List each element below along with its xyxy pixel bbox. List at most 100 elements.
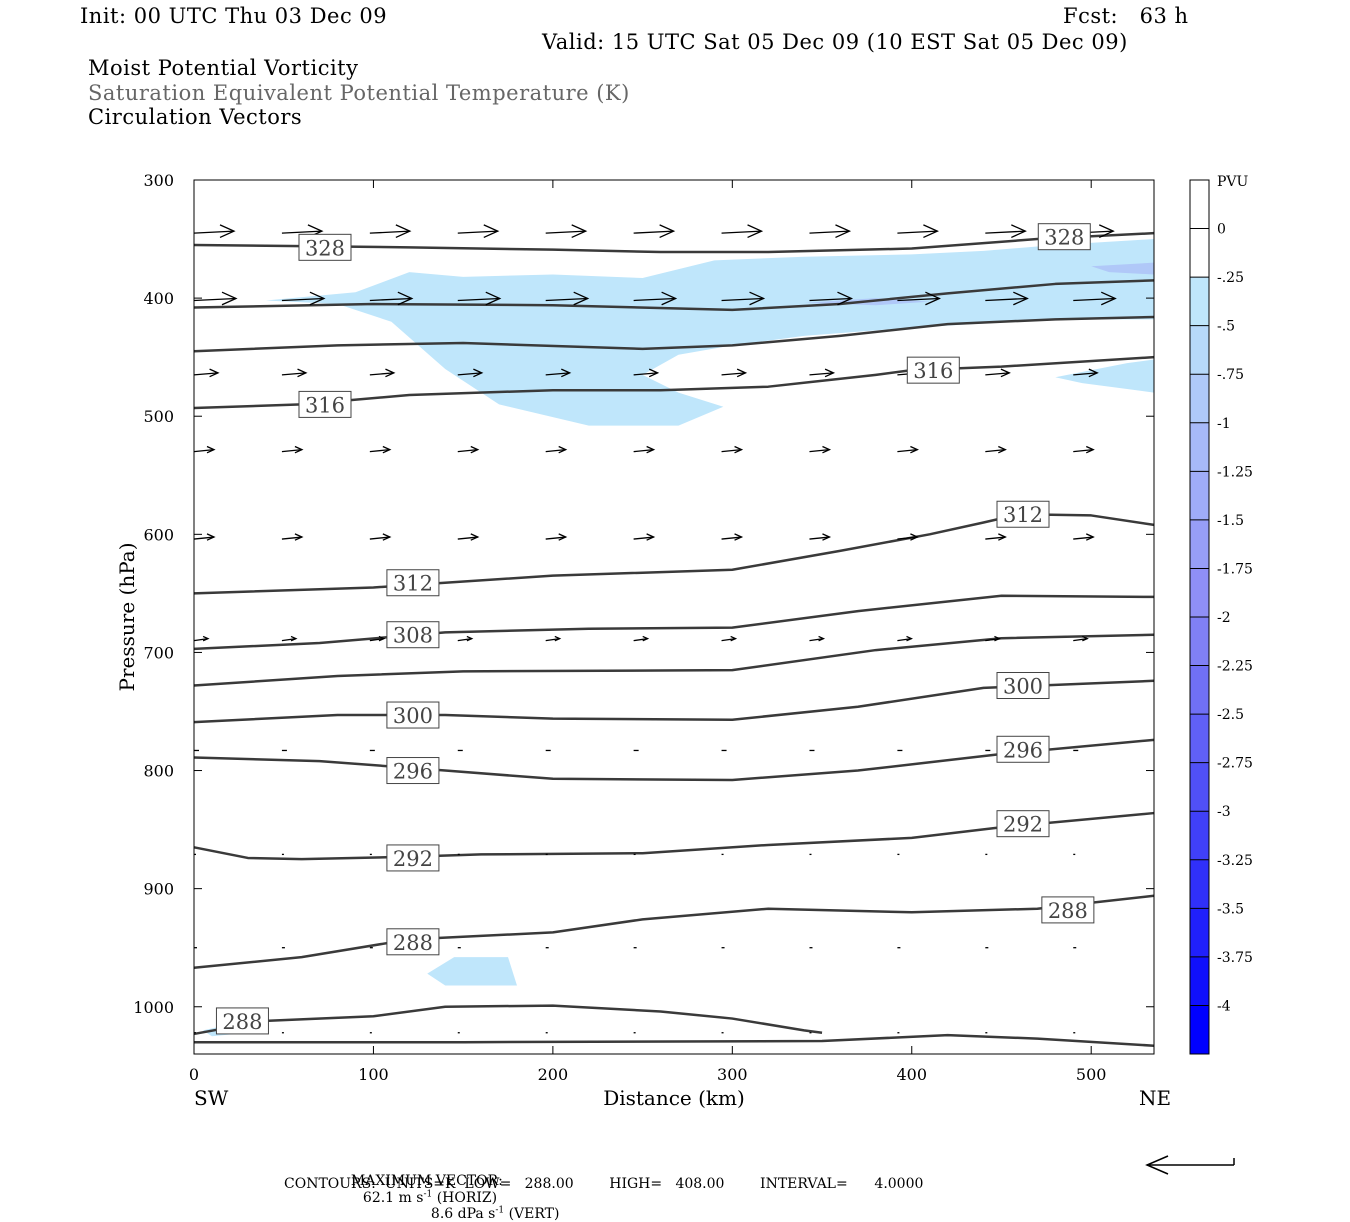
vector bbox=[193, 372, 219, 376]
vector-head bbox=[1085, 533, 1095, 541]
colorbar-tick-label: -3.25 bbox=[1217, 853, 1253, 869]
vector-head bbox=[206, 533, 216, 541]
pv-colorbar: 0 -.25 -.5 -.75 -1 -1.25 -1.5 -1.75 -2 -2.25 -2.5 -… bbox=[1189, 179, 1253, 1055]
vector bbox=[369, 536, 390, 540]
vector-head bbox=[998, 533, 1007, 541]
vector bbox=[985, 637, 1000, 642]
vector bbox=[809, 372, 834, 376]
vector-head bbox=[910, 533, 919, 541]
vector bbox=[545, 372, 570, 376]
colorbar-swatch bbox=[1190, 422, 1209, 472]
pv-region bbox=[265, 239, 1154, 426]
y-tick-label: 500 bbox=[143, 407, 174, 426]
vector bbox=[545, 230, 586, 234]
colorbar-swatch bbox=[1190, 277, 1209, 327]
vector-head bbox=[470, 533, 480, 541]
y-tick-label: 900 bbox=[143, 880, 174, 899]
contour-line-308 bbox=[193, 594, 1155, 651]
contour-label-box bbox=[386, 701, 440, 729]
colorbar-swatch bbox=[1190, 228, 1209, 278]
vector-head bbox=[385, 368, 396, 378]
contour-line-288 bbox=[193, 894, 1155, 970]
colorbar-tick-label: -2.75 bbox=[1217, 756, 1253, 772]
vector bbox=[721, 230, 762, 234]
contour-label: 292 bbox=[1003, 813, 1043, 837]
vector-head bbox=[1088, 368, 1099, 378]
colorbar-swatch bbox=[1190, 568, 1209, 618]
contour-line-324 bbox=[193, 279, 1155, 312]
vector bbox=[897, 297, 940, 302]
contour-line-300 bbox=[193, 679, 1155, 724]
colorbar-tick-label: -.25 bbox=[1217, 270, 1244, 286]
vector-head bbox=[470, 445, 480, 454]
vector-head bbox=[822, 533, 832, 541]
vector bbox=[633, 536, 654, 540]
vector-head bbox=[734, 533, 744, 541]
vector-head bbox=[209, 368, 220, 378]
vector-head bbox=[571, 224, 588, 239]
vector bbox=[369, 230, 410, 234]
vector bbox=[369, 372, 394, 376]
vector-head bbox=[818, 635, 826, 642]
colorbar-swatch bbox=[1190, 665, 1209, 715]
vector-head bbox=[219, 224, 236, 239]
vector-head bbox=[923, 224, 939, 239]
vector bbox=[457, 637, 472, 642]
colorbar-tick-label: -3.5 bbox=[1217, 901, 1244, 917]
colorbar-swatch bbox=[1190, 714, 1209, 764]
contour-labels: 328 328 316 316 312 312 308 300 300 296 296 292 292 2… bbox=[215, 223, 1095, 1035]
vector-head bbox=[382, 533, 392, 541]
vector-head bbox=[558, 445, 568, 454]
contour-line-288 bbox=[194, 1033, 1155, 1047]
y-tick-label: 1000 bbox=[133, 998, 174, 1017]
vector-head bbox=[749, 291, 766, 306]
max-vector-horiz: 62.1 m s-1 (HORIZ) bbox=[362, 1189, 498, 1206]
vector bbox=[633, 637, 648, 642]
contour-label: 312 bbox=[1003, 503, 1043, 527]
colorbar-tick-label: -3.75 bbox=[1217, 950, 1253, 966]
vector bbox=[897, 536, 918, 540]
colorbar-swatch bbox=[1190, 762, 1209, 812]
vector-head bbox=[473, 368, 484, 378]
pv-region bbox=[1091, 262, 1154, 275]
colorbar-tick-label: -.5 bbox=[1217, 319, 1235, 335]
y-tick-label: 300 bbox=[143, 171, 174, 190]
colorbar-swatch bbox=[1190, 908, 1209, 958]
axes: 0 100 200 300 400 500 300 400 500 600 700 800 900 100… bbox=[133, 171, 1154, 1084]
vector-head bbox=[395, 224, 412, 239]
vector bbox=[281, 536, 302, 540]
vector-head bbox=[661, 291, 678, 306]
contour-label: 288 bbox=[1048, 899, 1088, 923]
contour-label-box bbox=[386, 844, 440, 872]
vector bbox=[545, 297, 588, 302]
vector-head bbox=[554, 635, 562, 642]
vector bbox=[809, 637, 824, 642]
y-tick-label: 700 bbox=[143, 643, 174, 662]
pv-region bbox=[1055, 359, 1154, 393]
contour-label-box bbox=[996, 500, 1050, 528]
vector-head bbox=[747, 224, 764, 239]
contour-label-box bbox=[386, 569, 440, 597]
vector bbox=[633, 297, 676, 302]
colorbar-swatch bbox=[1190, 956, 1209, 1006]
vector bbox=[985, 449, 1006, 453]
vector bbox=[721, 372, 746, 376]
colorbar-tick-label: -4 bbox=[1217, 998, 1231, 1014]
contour-label-box bbox=[996, 672, 1050, 700]
contour-label-box bbox=[298, 390, 352, 418]
vector bbox=[985, 297, 1028, 302]
colorbar-tick-label: -2.25 bbox=[1217, 659, 1253, 675]
vector bbox=[369, 297, 412, 302]
contour-label-box bbox=[1037, 223, 1091, 251]
vector-head bbox=[736, 368, 748, 378]
vector-head bbox=[824, 368, 836, 378]
contour-label-box bbox=[215, 1007, 269, 1035]
contour-label: 316 bbox=[913, 359, 953, 383]
colorbar-swatch bbox=[1190, 519, 1209, 569]
colorbar-swatch bbox=[1190, 859, 1209, 909]
contour-label: 328 bbox=[1044, 226, 1084, 250]
x-tick-label: 500 bbox=[1076, 1065, 1107, 1084]
vector bbox=[721, 637, 736, 642]
vector bbox=[1073, 372, 1098, 376]
